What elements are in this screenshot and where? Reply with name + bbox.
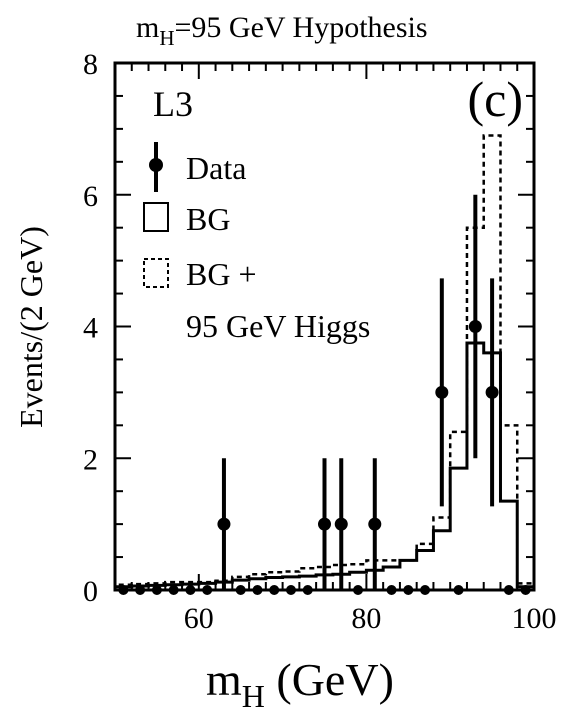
legend-data-label: Data (186, 150, 246, 186)
y-tick-label: 8 (83, 48, 98, 81)
y-tick-label: 6 (83, 180, 98, 213)
plot-frame (113, 61, 536, 592)
x-axis-label: mH (GeV) (206, 654, 394, 714)
x-tick-label: 80 (351, 602, 381, 635)
y-tick-label: 2 (83, 443, 98, 476)
data-point (334, 517, 348, 531)
experiment-label: L3 (153, 84, 193, 124)
data-points (217, 194, 499, 590)
data-point (468, 320, 482, 333)
data-point (318, 517, 331, 531)
x-tick-label: 100 (512, 602, 557, 635)
legend-bgh-label-2: 95 GeV Higgs (186, 308, 370, 344)
chart-title: mH=95 GeV Hypothesis (136, 11, 428, 50)
xlabel-m: m (206, 654, 242, 705)
title-rest: =95 GeV Hypothesis (175, 11, 428, 44)
panel-label: (c) (468, 71, 524, 127)
y-tick-label: 0 (83, 575, 98, 608)
legend-bgh-label-1: BG + (186, 256, 257, 292)
data-point (435, 385, 449, 399)
axis-tick-labels: 60 80 100 0 2 4 6 8 (83, 48, 557, 635)
y-axis-label: Events/(2 GeV) (13, 226, 49, 428)
x-tick-label: 60 (184, 602, 214, 635)
legend-data-marker (149, 158, 163, 172)
legend: Data BG BG + 95 GeV Higgs (143, 142, 370, 344)
legend-bg-label: BG (186, 201, 230, 237)
title-m: m (136, 11, 159, 44)
bg-plus-higgs-histogram (113, 134, 536, 590)
data-point (368, 517, 382, 531)
data-point (217, 517, 231, 531)
xlabel-sub: H (242, 678, 265, 714)
y-tick-label: 4 (83, 312, 98, 345)
legend-bg-swatch (143, 202, 169, 232)
title-sub: H (159, 26, 174, 50)
data-point (485, 385, 499, 399)
legend-bgh-swatch (143, 258, 169, 288)
xlabel-rest: (GeV) (265, 654, 394, 705)
